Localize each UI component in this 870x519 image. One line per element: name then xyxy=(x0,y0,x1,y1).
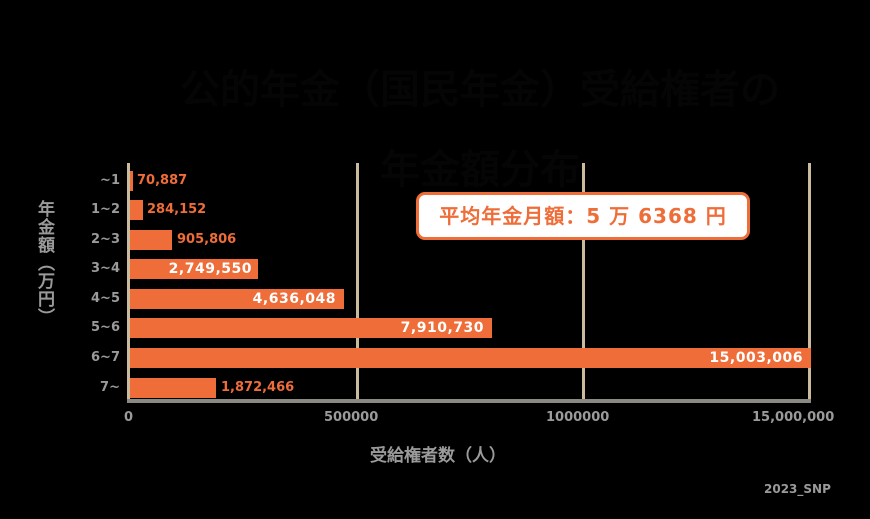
bar xyxy=(130,259,258,279)
source-label: 2023_SNP xyxy=(764,482,831,496)
bar-value-label: 1,872,466 xyxy=(221,380,295,395)
gridline-15000000 xyxy=(808,163,811,400)
gridline-1000000 xyxy=(582,163,585,400)
y-tick: 2~3 xyxy=(91,232,120,247)
y-tick: 1~2 xyxy=(91,202,120,217)
bar-value-label: 7,910,730 xyxy=(400,320,484,336)
average-pension-annotation: 平均年金月額：5 万 6368 円 xyxy=(416,192,750,240)
bar-value-label: 15,003,006 xyxy=(709,350,803,366)
y-tick: 6~7 xyxy=(91,350,120,365)
y-axis-line xyxy=(127,163,130,403)
y-tick: 4~5 xyxy=(91,291,120,306)
bar xyxy=(130,318,492,338)
y-tick: 5~6 xyxy=(91,320,120,335)
x-tick: 500000 xyxy=(324,410,379,425)
bar xyxy=(130,289,344,309)
bar xyxy=(130,348,811,368)
y-tick: 7~ xyxy=(100,380,120,395)
y-tick: 3~4 xyxy=(91,261,120,276)
x-tick: 15,000,000 xyxy=(752,410,835,425)
bar-value-label: 70,887 xyxy=(137,173,188,188)
bar xyxy=(130,171,133,191)
y-axis-title: 年金額（万円） xyxy=(34,200,54,326)
bar xyxy=(130,230,172,250)
y-tick: ~1 xyxy=(100,173,120,188)
x-tick: 0 xyxy=(124,410,134,425)
bar-value-label: 284,152 xyxy=(147,202,207,217)
gridline-500000 xyxy=(356,163,359,400)
bar xyxy=(130,378,216,398)
chart-title: 公的年金（国民年金）受給権者の年金額分布 xyxy=(180,67,780,193)
x-axis-line xyxy=(127,399,811,403)
bar xyxy=(130,200,143,220)
bar-value-label: 2,749,550 xyxy=(168,261,252,277)
x-tick: 1000000 xyxy=(546,410,610,425)
bar-value-label: 4,636,048 xyxy=(252,291,336,307)
x-axis-title: 受給権者数（人） xyxy=(370,446,506,466)
bar-value-label: 905,806 xyxy=(177,232,237,247)
